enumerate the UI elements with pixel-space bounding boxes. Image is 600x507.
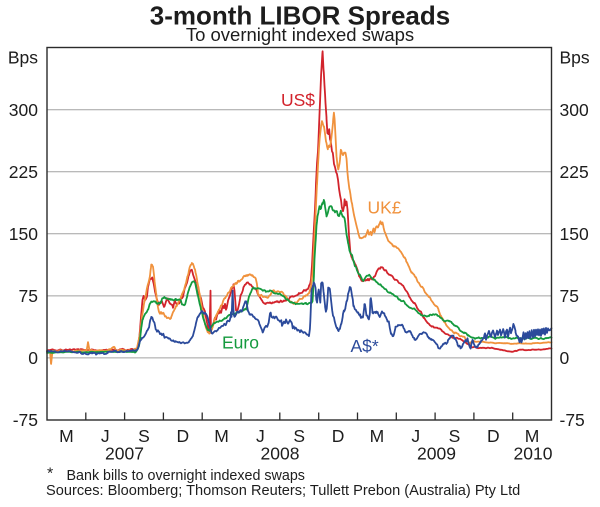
svg-text:2010: 2010 (514, 444, 553, 464)
svg-text:J: J (411, 426, 420, 446)
svg-text:75: 75 (560, 286, 579, 306)
svg-text:Bps: Bps (560, 48, 590, 68)
svg-text:Bps: Bps (8, 48, 38, 68)
svg-text:M: M (214, 426, 229, 446)
svg-text:2008: 2008 (261, 444, 300, 464)
svg-text:S: S (449, 426, 461, 446)
svg-text:US$: US$ (281, 90, 315, 110)
svg-text:2007: 2007 (105, 444, 144, 464)
svg-text:Bank bills to overnight indexe: Bank bills to overnight indexed swaps (67, 468, 305, 484)
svg-text:S: S (138, 426, 150, 446)
svg-text:D: D (332, 426, 345, 446)
svg-text:75: 75 (19, 286, 38, 306)
svg-text:300: 300 (9, 100, 38, 120)
svg-text:0: 0 (28, 348, 38, 368)
svg-text:A$*: A$* (351, 336, 379, 356)
svg-text:To overnight indexed swaps: To overnight indexed swaps (186, 24, 414, 45)
svg-text:150: 150 (9, 224, 38, 244)
svg-text:J: J (101, 426, 110, 446)
svg-text:Euro: Euro (222, 333, 259, 353)
svg-text:300: 300 (560, 100, 589, 120)
svg-text:UK£: UK£ (368, 198, 402, 218)
svg-text:3-month LIBOR Spreads: 3-month LIBOR Spreads (150, 0, 450, 30)
svg-text:J: J (256, 426, 265, 446)
svg-text:-75: -75 (13, 410, 38, 430)
svg-text:Sources: Bloomberg; Thomson Re: Sources: Bloomberg; Thomson Reuters; Tul… (46, 483, 520, 499)
svg-text:S: S (293, 426, 305, 446)
svg-text:D: D (176, 426, 189, 446)
svg-text:225: 225 (9, 162, 38, 182)
svg-text:D: D (487, 426, 500, 446)
svg-text:225: 225 (560, 162, 589, 182)
svg-text:*: * (47, 466, 53, 483)
svg-text:M: M (525, 426, 540, 446)
svg-text:150: 150 (560, 224, 589, 244)
svg-text:M: M (370, 426, 385, 446)
svg-text:-75: -75 (560, 410, 585, 430)
svg-text:M: M (59, 426, 74, 446)
svg-text:2009: 2009 (417, 444, 456, 464)
svg-text:0: 0 (560, 348, 570, 368)
